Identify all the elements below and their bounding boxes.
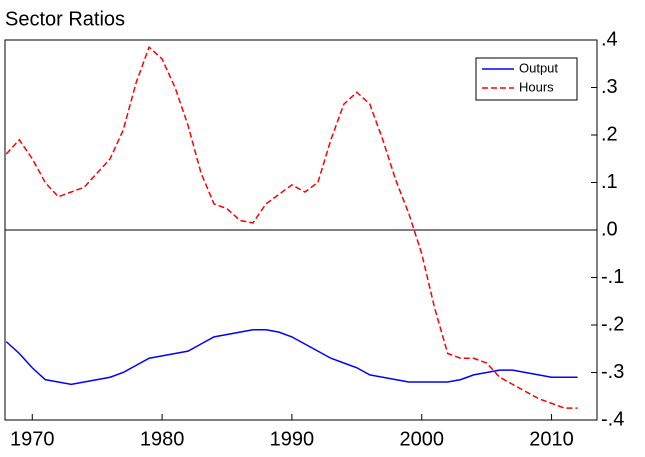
series-line	[5, 329, 578, 386]
y-tick-label: .4	[601, 28, 618, 50]
x-tick-label: 2000	[399, 428, 444, 450]
legend-label: Output	[519, 60, 558, 75]
y-tick-label: -.4	[601, 408, 624, 430]
series-line	[5, 45, 578, 409]
y-tick-label: .2	[601, 123, 618, 145]
x-tick-label: 1990	[270, 428, 315, 450]
y-tick-label: .3	[601, 76, 618, 98]
y-tick-label: -.2	[601, 313, 624, 335]
y-tick-label: .0	[601, 218, 618, 240]
legend-box	[475, 57, 578, 101]
x-tick-label: 1970	[10, 428, 55, 450]
y-tick-label: .1	[601, 171, 618, 193]
y-tick-label: -.1	[601, 266, 624, 288]
y-tick-label: -.3	[601, 361, 624, 383]
x-tick-label: 2010	[529, 428, 574, 450]
legend-label: Hours	[519, 79, 554, 94]
x-tick-label: 1980	[140, 428, 185, 450]
chart-title: Sector Ratios	[5, 8, 125, 30]
